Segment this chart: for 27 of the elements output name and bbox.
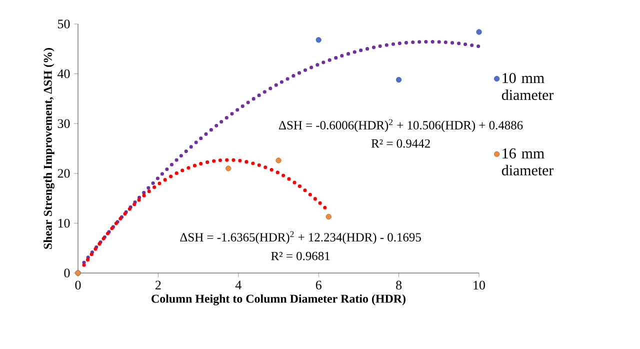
annotation: R² = 0.9681: [271, 252, 330, 260]
x-tick-label: 10: [474, 280, 485, 290]
annotation: ΔSH = -0.6006(HDR)$^{2}$ + 10.506(HDR) + 0.4886: [278, 119, 523, 132]
point: [316, 37, 322, 43]
x-tick-label: 0: [75, 280, 81, 290]
point: [396, 76, 402, 83]
x-tick-label: 6: [316, 280, 322, 290]
y-tick-label: 0: [64, 268, 70, 278]
y-tick-label: 50: [58, 20, 70, 28]
x-axis-title: Column Height to Column Diameter Ratio (HDR): [152, 294, 406, 306]
point: [476, 29, 482, 35]
x-tick-label: 2: [156, 280, 161, 290]
annotation: R² = 0.9442: [371, 139, 430, 148]
y-axis-title: Shear Strength Improvement, ΔSH (%): [43, 48, 54, 249]
x-tick-label: 4: [235, 280, 242, 290]
y-tick-label: 40: [58, 69, 70, 78]
legend-label: 16 mm diameter: [502, 148, 554, 176]
x-tick-label: 8: [396, 280, 402, 290]
y-tick-label: 20: [58, 169, 70, 178]
legend-label: 10 mm diameter: [502, 73, 554, 100]
y-tick-label: 10: [58, 218, 70, 228]
annotation: ΔSH = -1.6365(HDR)$^{2}$ + 12.234(HDR) - 0.1695: [180, 231, 421, 244]
point: [226, 166, 232, 172]
y-tick-label: 30: [58, 119, 70, 128]
line-series: [82, 40, 481, 264]
point: [276, 158, 282, 164]
point: [326, 214, 332, 220]
